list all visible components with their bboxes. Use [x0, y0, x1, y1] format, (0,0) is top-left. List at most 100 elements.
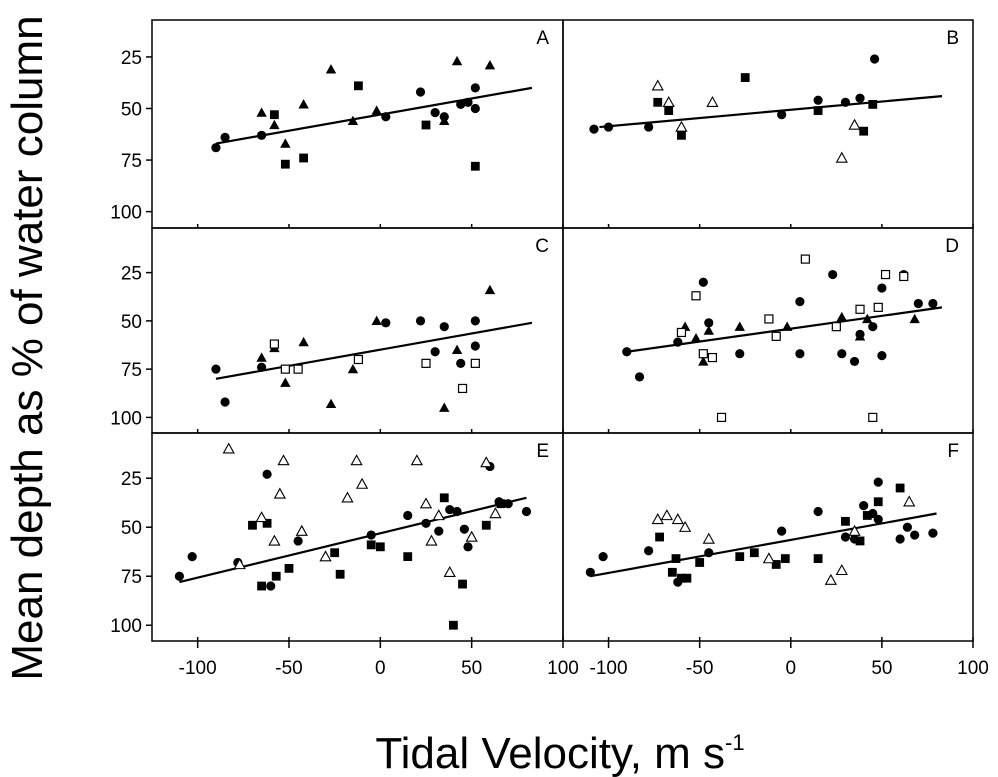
data-point-filled-square [481, 520, 491, 530]
data-point-filled-square [813, 106, 823, 115]
regression-line [215, 321, 533, 380]
data-point-filled-circle [870, 54, 880, 64]
data-point-open-triangle [465, 530, 478, 542]
data-point-filled-square [873, 497, 883, 507]
data-point-filled-circle [463, 542, 473, 552]
data-point-filled-circle [257, 130, 267, 140]
data-point-filled-triangle [298, 336, 309, 347]
data-point-filled-circle [840, 97, 851, 107]
data-point-filled-circle [877, 283, 887, 293]
data-point-filled-circle [837, 349, 847, 359]
data-point-filled-triangle [698, 356, 709, 366]
y-tick-label: 50 [121, 100, 142, 121]
data-point-filled-circle [521, 506, 532, 517]
data-point-filled-circle [470, 341, 480, 351]
data-point-filled-triangle [854, 331, 866, 341]
x-tick-label: -50 [275, 658, 302, 679]
data-point-filled-circle [187, 552, 197, 562]
y-tick-label: 100 [110, 203, 142, 224]
data-point-filled-triangle [325, 398, 337, 409]
data-point-filled-square [895, 483, 905, 493]
data-point-filled-square [868, 99, 878, 109]
y-axis-title: Mean depth as % of water column [3, 15, 52, 680]
panel-b: B [562, 19, 974, 229]
panel-a: A 25 50 75 100 [110, 19, 564, 229]
panel-f: F [562, 432, 974, 642]
data-point-open-square [470, 358, 480, 368]
axes-layer: -100 -50 0 50 100 -100 -50 0 50 100 [179, 641, 989, 679]
x-tick-label: -100 [590, 658, 628, 679]
data-point-filled-triangle [371, 315, 382, 326]
data-point-filled-circle [470, 316, 480, 326]
data-point-filled-circle [859, 501, 869, 511]
data-point-open-square [280, 364, 290, 374]
data-point-open-triangle [319, 550, 332, 562]
data-point-filled-square [375, 542, 385, 552]
data-point-filled-triangle [484, 59, 496, 70]
data-point-filled-square [269, 110, 279, 120]
data-point-filled-square [677, 130, 686, 140]
x-tick-label: 100 [957, 658, 989, 679]
data-point-open-triangle [835, 151, 848, 163]
data-point-filled-circle [603, 122, 614, 132]
data-point-filled-triangle [690, 333, 702, 343]
data-point-filled-circle [381, 112, 391, 122]
data-point-open-triangle [662, 95, 675, 108]
data-point-open-triangle [255, 511, 268, 523]
x-tick-label: 0 [375, 658, 386, 679]
data-point-filled-square [280, 159, 290, 169]
panels-layer: A 25 50 75 100 B C 25 50 75 100 D E 25 50 75 100 F [110, 19, 974, 642]
data-point-filled-square [841, 516, 850, 526]
data-point-open-square [855, 304, 865, 314]
data-point-filled-triangle [347, 115, 359, 126]
data-point-open-triangle [835, 564, 848, 576]
data-point-filled-circle [211, 364, 221, 374]
data-point-open-triangle [350, 454, 363, 466]
data-point-open-square [831, 322, 841, 332]
data-point-open-square [899, 271, 909, 282]
data-point-filled-square [735, 552, 745, 562]
data-point-filled-square [449, 620, 458, 630]
data-point-filled-square [664, 106, 674, 115]
data-point-filled-circle [456, 358, 466, 368]
data-point-filled-circle [913, 298, 923, 309]
data-point-open-triangle [419, 497, 433, 509]
data-point-filled-circle [644, 122, 654, 132]
data-point-filled-circle [813, 506, 823, 517]
data-point-filled-square [496, 499, 506, 509]
data-point-open-triangle [425, 534, 438, 546]
data-point-open-triangle [762, 552, 776, 564]
data-point-filled-circle [698, 277, 708, 287]
data-point-filled-circle [463, 97, 473, 107]
data-point-filled-square [470, 161, 480, 171]
regression-line [599, 95, 943, 129]
panel-label: A [536, 28, 549, 49]
data-point-filled-circle [445, 504, 455, 515]
data-point-filled-circle [840, 532, 851, 542]
data-point-filled-circle [910, 530, 920, 540]
data-point-filled-square [439, 493, 449, 503]
panel-label: E [536, 441, 549, 462]
y-tick-label: 75 [121, 360, 142, 381]
data-point-filled-circle [266, 581, 276, 591]
data-point-filled-triangle [280, 138, 291, 148]
data-point-filled-circle [704, 318, 714, 328]
data-point-filled-square [271, 571, 281, 581]
y-tick-label: 25 [121, 469, 142, 490]
data-point-filled-triangle [781, 321, 793, 331]
data-point-filled-triangle [836, 311, 847, 322]
data-point-filled-circle [470, 83, 480, 93]
data-point-open-square [868, 412, 878, 423]
data-point-filled-square [366, 540, 376, 550]
panel-frame [151, 227, 564, 434]
data-point-filled-circle [849, 356, 860, 367]
data-point-filled-circle [434, 526, 444, 536]
data-point-filled-circle [777, 110, 787, 120]
x-tick-label: 50 [871, 658, 892, 679]
data-point-filled-triangle [439, 115, 450, 126]
data-point-filled-circle [430, 347, 440, 357]
data-point-open-square [269, 339, 279, 349]
data-point-filled-circle [262, 469, 272, 479]
panel-label: D [945, 236, 959, 257]
data-point-open-square [771, 331, 781, 341]
